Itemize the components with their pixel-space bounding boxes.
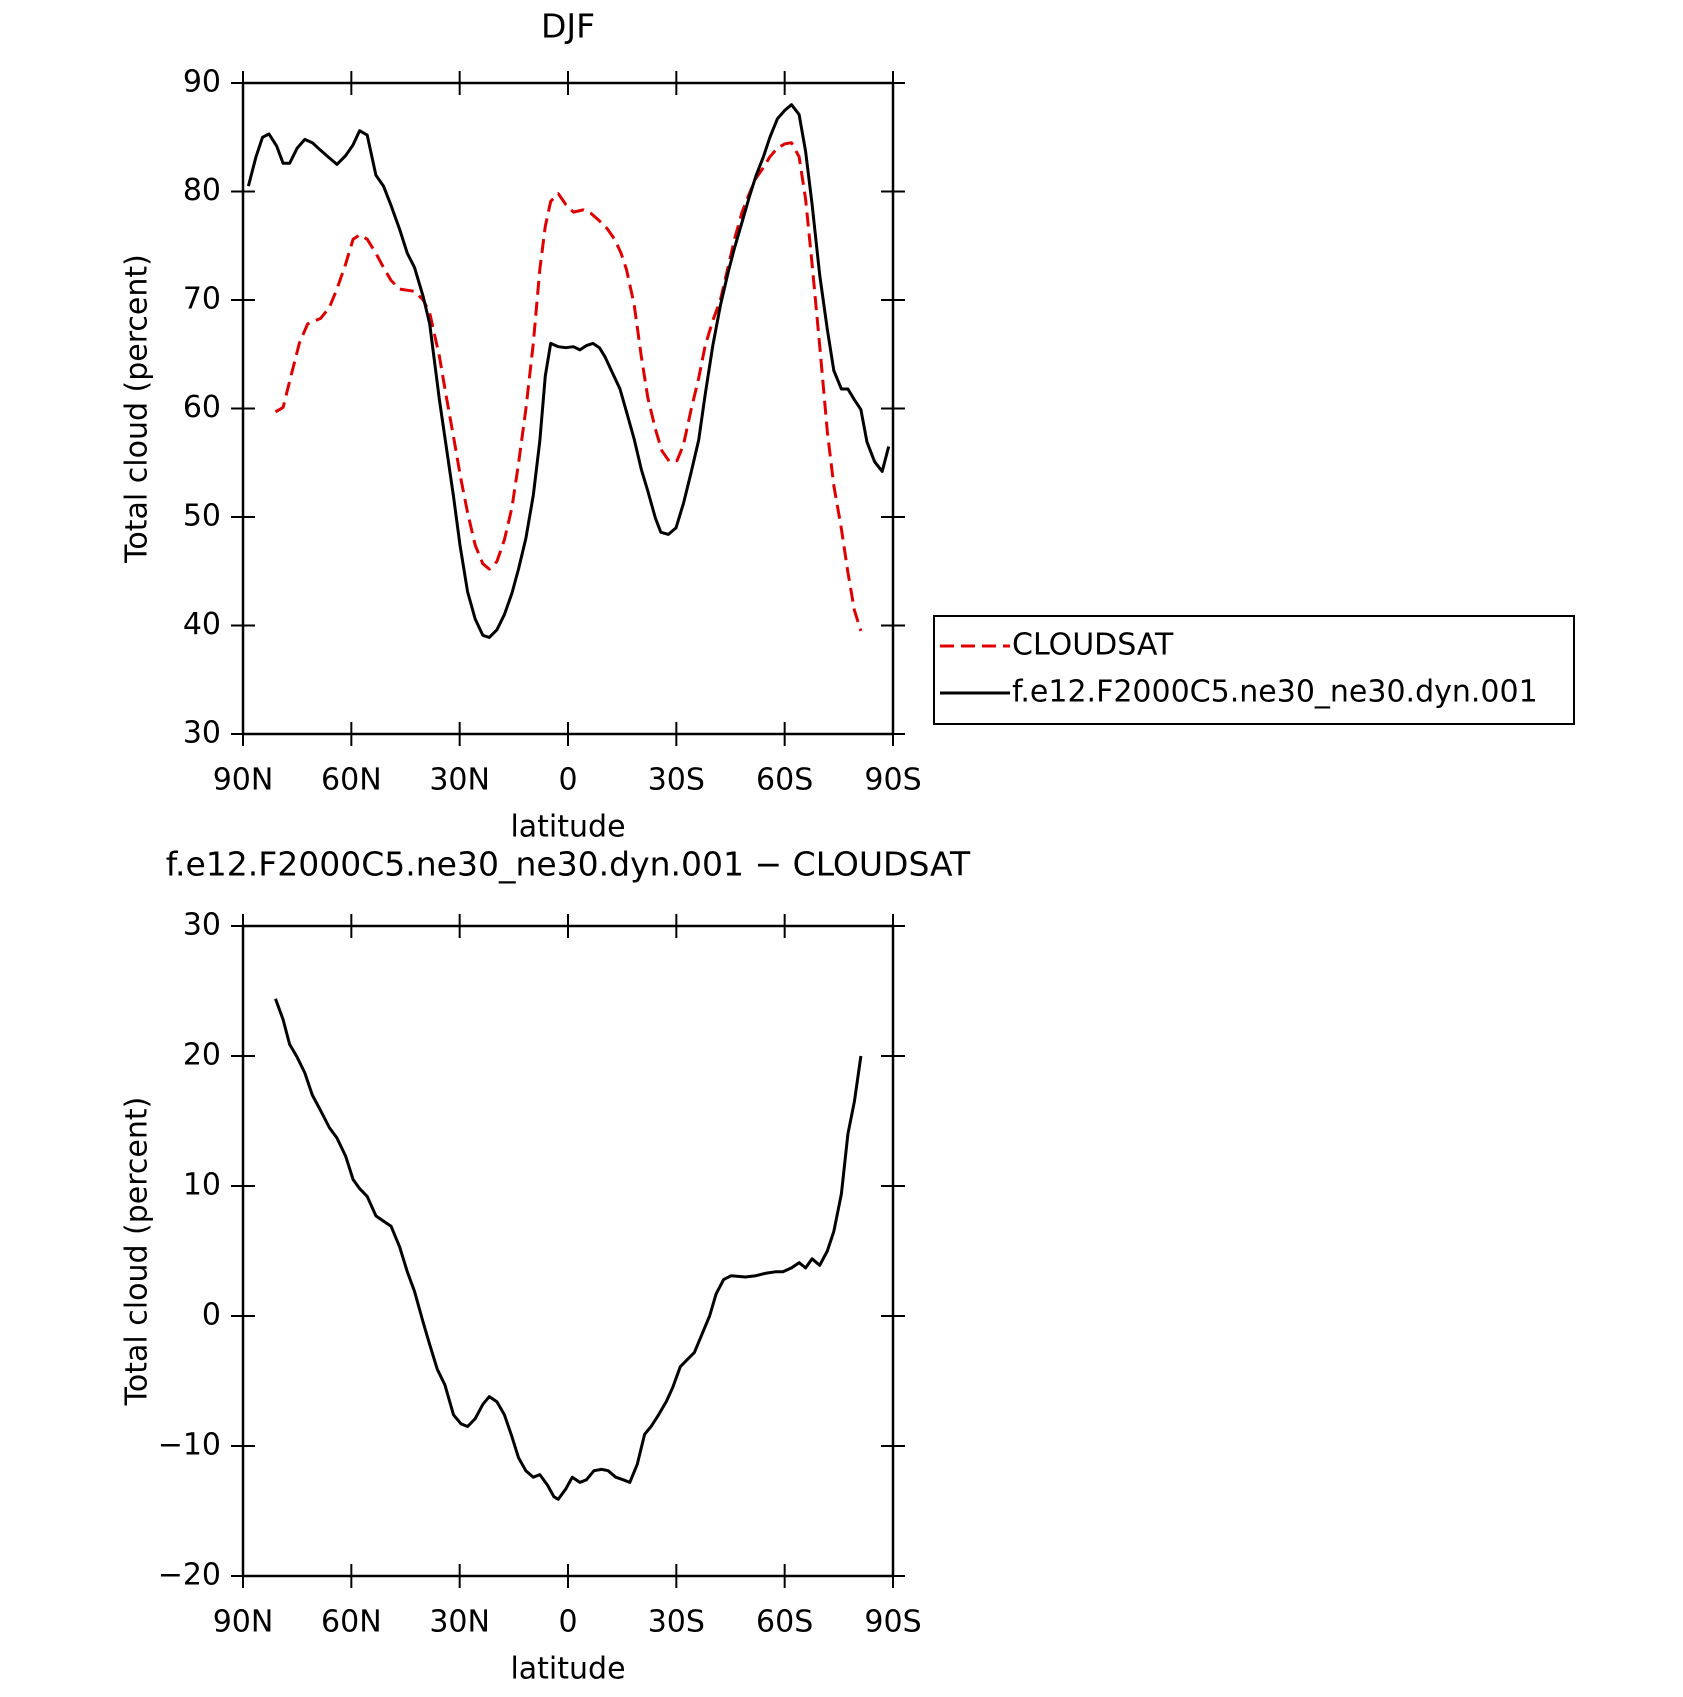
x-tick-label: 60S bbox=[756, 1605, 813, 1640]
plot-frame bbox=[241, 81, 895, 736]
series-line bbox=[274, 998, 863, 1501]
y-tick-label: 30 bbox=[183, 908, 221, 943]
y-tick-label: −10 bbox=[158, 1428, 221, 1463]
x-tick-label: 60N bbox=[321, 1605, 382, 1640]
y-axis-label: Total cloud (percent) bbox=[120, 254, 155, 564]
plot-frame bbox=[241, 924, 895, 1578]
legend-label: f.e12.F2000C5.ne30_ne30.dyn.001 bbox=[1012, 675, 1538, 710]
x-tick-label: 30N bbox=[429, 763, 490, 798]
x-axis-label: latitude bbox=[510, 810, 625, 845]
chart-title: f.e12.F2000C5.ne30_ne30.dyn.001 − CLOUDS… bbox=[166, 845, 971, 884]
x-tick-label: 30S bbox=[648, 763, 705, 798]
x-tick-label: 90S bbox=[864, 1605, 921, 1640]
y-tick-label: 50 bbox=[183, 499, 221, 534]
x-tick-label: 90S bbox=[864, 763, 921, 798]
series-line bbox=[246, 103, 891, 639]
legend-box bbox=[933, 615, 1575, 725]
legend-label: CLOUDSAT bbox=[1012, 628, 1174, 663]
y-tick-label: 70 bbox=[183, 282, 221, 317]
x-tick-label: 60N bbox=[321, 763, 382, 798]
y-tick-label: 0 bbox=[202, 1298, 221, 1333]
y-tick-label: −20 bbox=[158, 1558, 221, 1593]
y-tick-label: 20 bbox=[183, 1038, 221, 1073]
x-tick-label: 60S bbox=[756, 763, 813, 798]
series-line bbox=[274, 141, 863, 632]
x-axis-label: latitude bbox=[510, 1652, 625, 1687]
y-axis-label: Total cloud (percent) bbox=[120, 1097, 155, 1407]
x-tick-label: 30N bbox=[429, 1605, 490, 1640]
chart-title: DJF bbox=[541, 7, 595, 46]
y-tick-label: 30 bbox=[183, 716, 221, 751]
y-tick-label: 40 bbox=[183, 607, 221, 642]
x-tick-label: 30S bbox=[648, 1605, 705, 1640]
x-tick-label: 0 bbox=[558, 1605, 577, 1640]
y-tick-label: 60 bbox=[183, 390, 221, 425]
y-tick-label: 10 bbox=[183, 1168, 221, 1203]
y-tick-label: 80 bbox=[183, 173, 221, 208]
y-tick-label: 90 bbox=[183, 65, 221, 100]
x-tick-label: 90N bbox=[213, 763, 274, 798]
x-tick-label: 0 bbox=[558, 763, 577, 798]
x-tick-label: 90N bbox=[213, 1605, 274, 1640]
